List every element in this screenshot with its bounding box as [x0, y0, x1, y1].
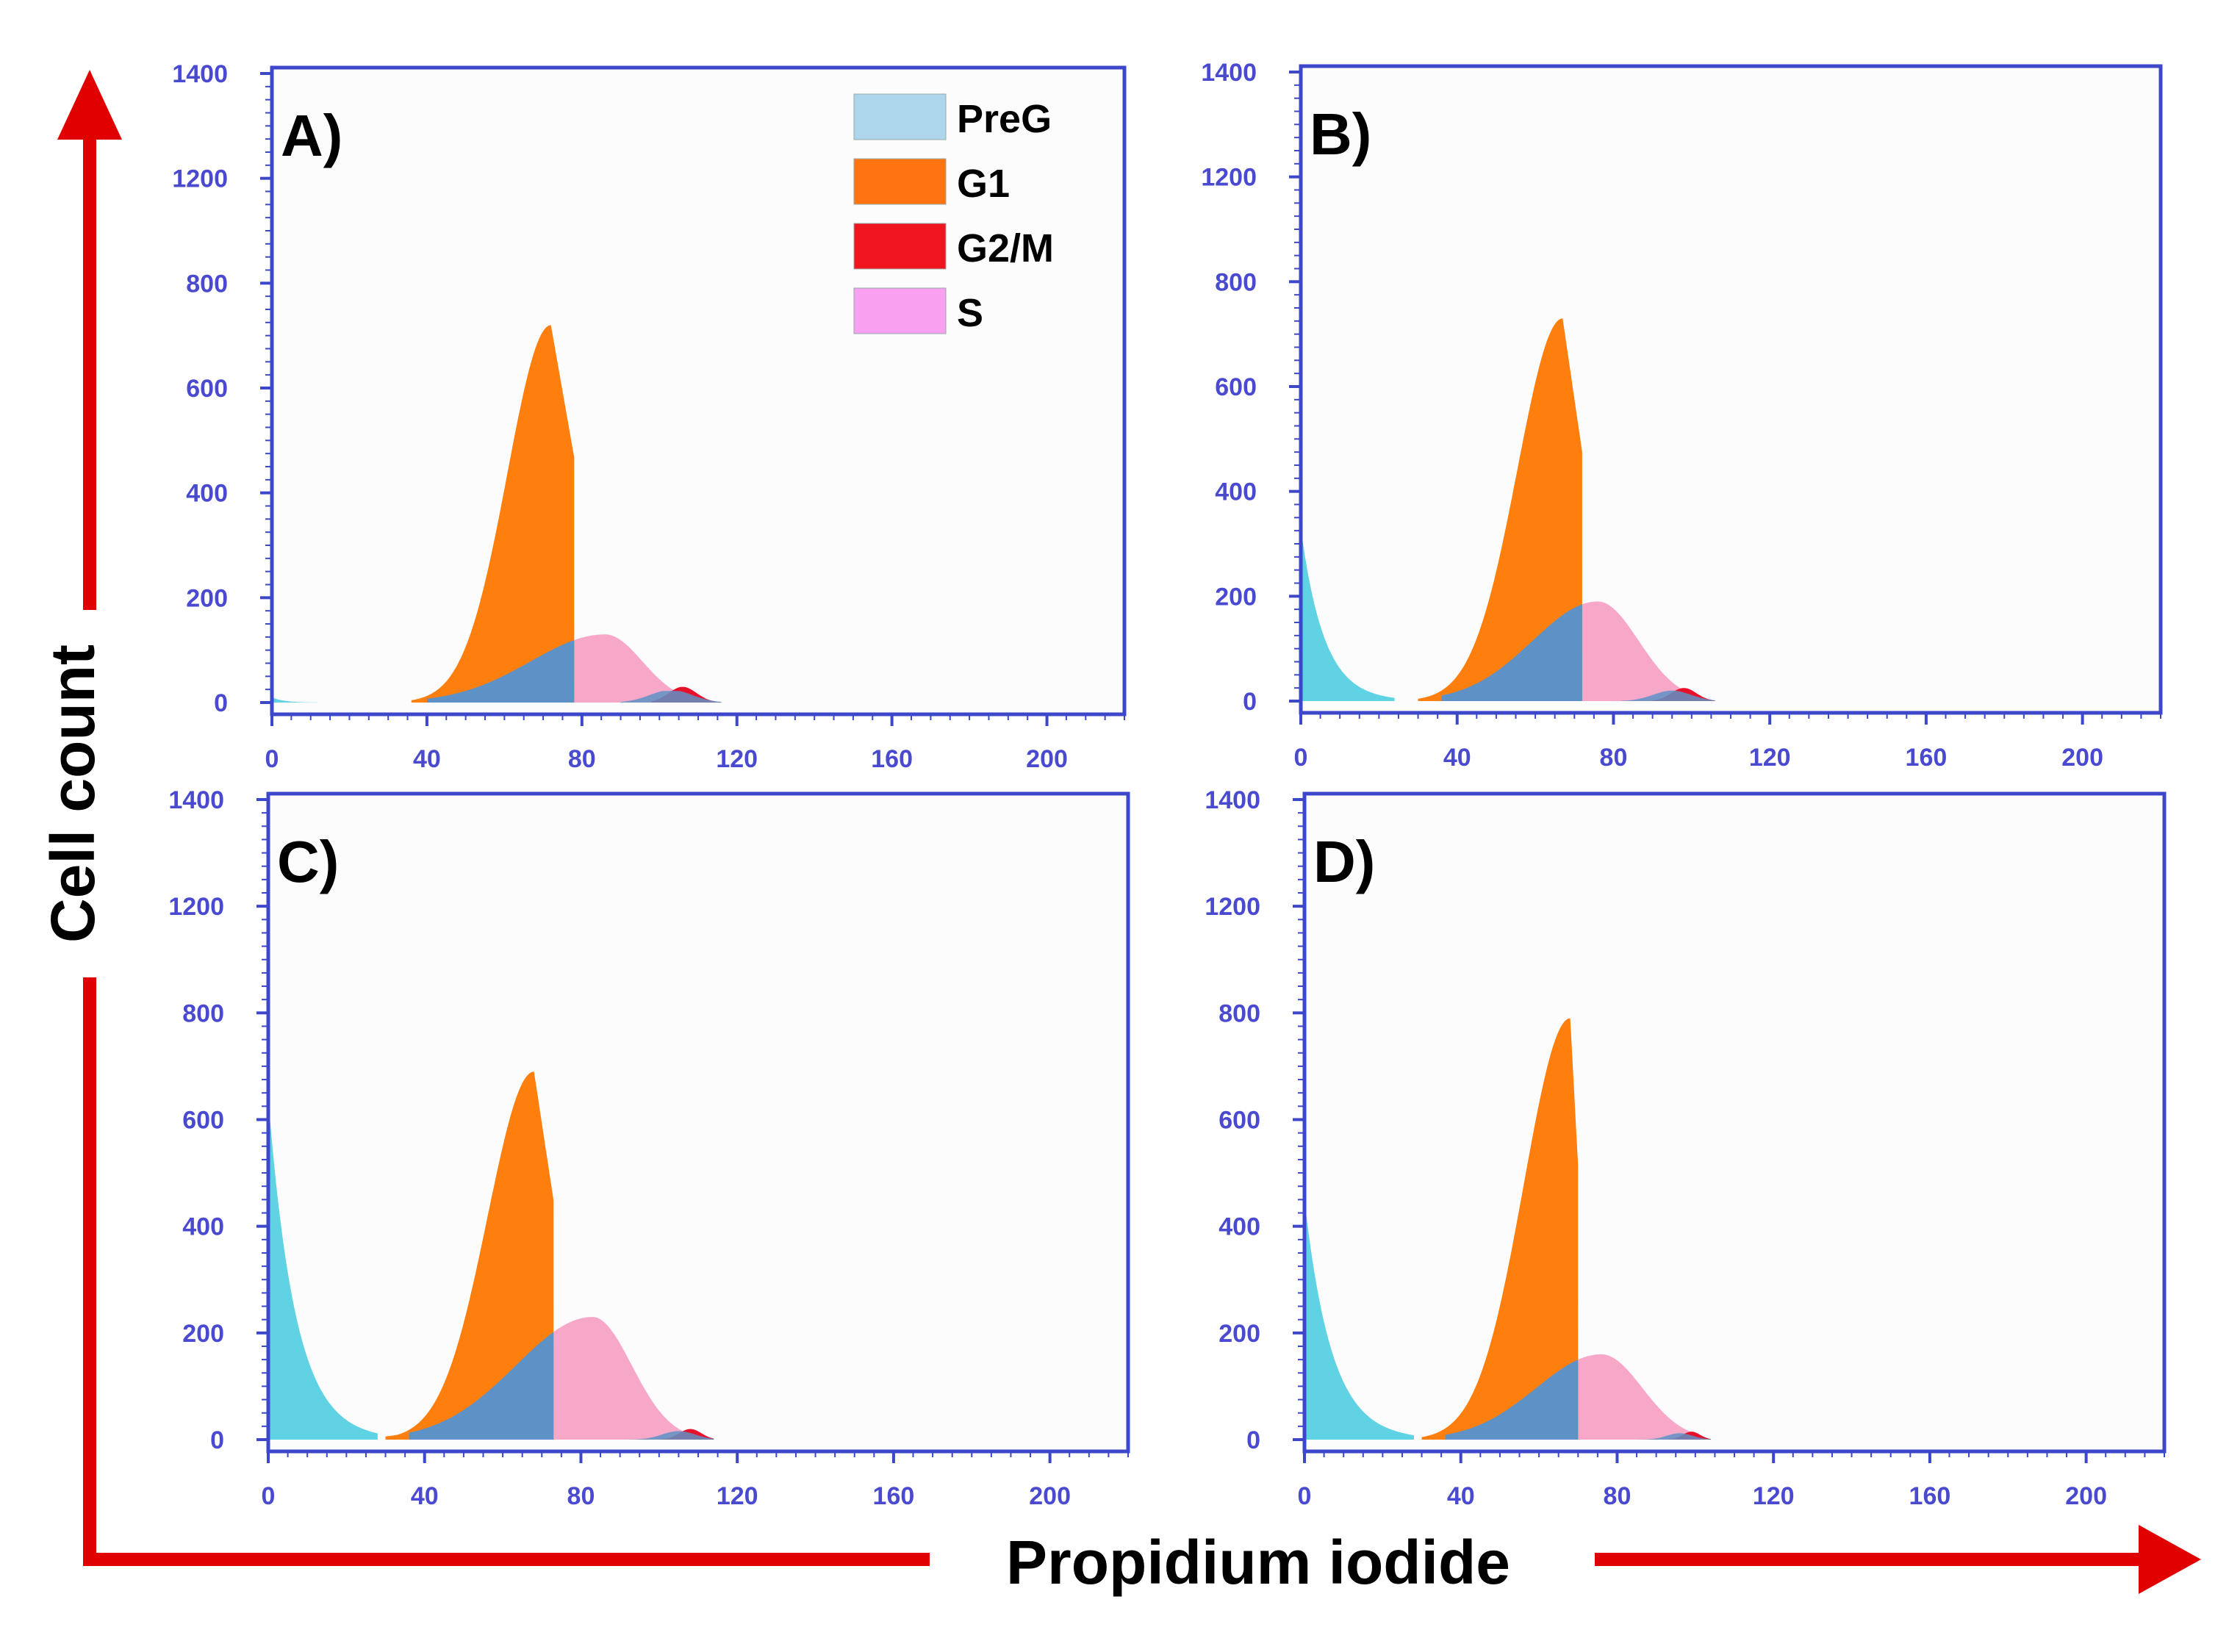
x-tick-label: 120 [1749, 744, 1791, 772]
y-tick-label: 600 [186, 375, 228, 403]
g1-s-overlap-area [1445, 1360, 1579, 1440]
g2m-overlap-area [620, 691, 722, 703]
x-tick-label: 0 [265, 745, 279, 773]
x-tick-label: 120 [1753, 1482, 1795, 1510]
series-g1-area [411, 325, 575, 703]
series-preg-area [272, 697, 319, 703]
x-tick-label: 200 [2065, 1482, 2107, 1510]
x-tick-label: 80 [567, 1482, 595, 1510]
x-tick-label: 0 [1294, 744, 1308, 772]
y-tick-label: 1400 [168, 786, 224, 814]
y-tick-label: 0 [1243, 688, 1257, 716]
y-tick-label: 400 [186, 480, 228, 508]
panel-c: 0 200 400 600 800 1200 1400 0 40 80 120 160 200 C) [168, 786, 1130, 1510]
g2m-overlap-area [1621, 690, 1715, 701]
panel-d: 0 200 400 600 800 1200 1400 0 40 80 120 160 200 D) [1205, 786, 2167, 1510]
x-tick-label: 160 [1906, 744, 1948, 772]
y-tick-label: 200 [1215, 583, 1257, 611]
x-tick-label: 40 [411, 1482, 439, 1510]
plot-background [1301, 66, 2161, 713]
y-tick-label: 0 [210, 1426, 224, 1454]
x-axis-title: Propidium iodide [1006, 1528, 1510, 1597]
y-tick-label: 0 [214, 689, 228, 717]
y-tick-label: 800 [1215, 268, 1257, 296]
x-tick-label: 40 [1443, 744, 1471, 772]
legend: PreG G1 G2/M S [853, 93, 1054, 335]
y-tick-label: 0 [1246, 1426, 1260, 1454]
series-preg-area [1304, 1199, 1414, 1440]
series-g1-area [1418, 318, 1582, 701]
y-tick-label: 400 [1218, 1213, 1260, 1241]
y-tick-label: 200 [186, 584, 228, 612]
panel-label: D) [1313, 829, 1375, 894]
panel-a: 0 200 400 600 800 1200 1400 0 40 80 120 160 200 A) [172, 60, 1127, 773]
legend-label: G2/M [957, 226, 1054, 270]
y-tick-label: 600 [182, 1107, 224, 1135]
y-tick-label: 1200 [168, 893, 224, 921]
x-tick-label: 160 [871, 745, 913, 773]
y-tick-label: 400 [182, 1213, 224, 1241]
g2m-overlap-area [1637, 1433, 1712, 1440]
series-g1-area [1421, 1018, 1579, 1440]
y-tick-label: 1400 [1201, 59, 1257, 87]
legend-label: G1 [957, 162, 1010, 206]
x-tick-label: 120 [716, 745, 758, 773]
g1-s-overlap-area [1441, 604, 1582, 701]
y-tick-label: 800 [1218, 999, 1260, 1027]
plot-background [1304, 794, 2164, 1451]
y-tick-label: 600 [1218, 1107, 1260, 1135]
y-title-backing [44, 610, 132, 977]
y-tick-label: 200 [182, 1320, 224, 1348]
y-tick-label: 1400 [1205, 786, 1260, 814]
series-g1-area [385, 1071, 554, 1440]
x-tick-label: 200 [1026, 745, 1068, 773]
g1-s-overlap-area [409, 1332, 554, 1440]
series-preg-area [1301, 528, 1395, 701]
x-tick-label: 40 [413, 745, 441, 773]
y-tick-label: 1200 [1205, 893, 1260, 921]
x-tick-label: 0 [1298, 1482, 1312, 1510]
x-tick-label: 120 [717, 1482, 758, 1510]
y-tick-label: 600 [1215, 373, 1257, 401]
legend-label: PreG [957, 97, 1052, 141]
y-tick-label: 800 [186, 270, 228, 298]
plot-background [268, 794, 1128, 1451]
series-preg-area [268, 1098, 378, 1440]
plot-background [272, 68, 1124, 714]
g2m-overlap-area [628, 1431, 714, 1440]
y-tick-label: 1200 [172, 165, 228, 193]
x-tick-label: 0 [262, 1482, 276, 1510]
y-tick-label: 800 [182, 999, 224, 1027]
x-tick-label: 80 [568, 745, 596, 773]
legend-swatch [853, 158, 947, 205]
panel-label: B) [1310, 101, 1371, 167]
panel-label: A) [281, 103, 342, 168]
y-axis-title: Cell count [38, 644, 107, 943]
y-tick-label: 1400 [172, 60, 228, 88]
x-tick-label: 160 [1909, 1482, 1951, 1510]
x-axis-arrow [83, 1525, 2201, 1594]
x-tick-label: 40 [1447, 1482, 1475, 1510]
legend-label: S [957, 291, 983, 335]
y-tick-label: 400 [1215, 478, 1257, 506]
panel-b: 0 200 400 600 800 1200 1400 0 40 80 120 160 200 B) [1201, 59, 2163, 772]
legend-swatch [853, 223, 947, 270]
g1-s-overlap-area [426, 640, 575, 703]
y-tick-label: 200 [1218, 1320, 1260, 1348]
x-tick-label: 80 [1600, 744, 1628, 772]
x-tick-label: 200 [2061, 744, 2103, 772]
y-tick-label: 1200 [1201, 164, 1257, 192]
legend-swatch [853, 93, 947, 140]
panel-label: C) [277, 829, 339, 894]
x-tick-label: 160 [873, 1482, 915, 1510]
x-tick-label: 80 [1604, 1482, 1632, 1510]
legend-swatch [853, 287, 947, 334]
x-tick-label: 200 [1029, 1482, 1071, 1510]
